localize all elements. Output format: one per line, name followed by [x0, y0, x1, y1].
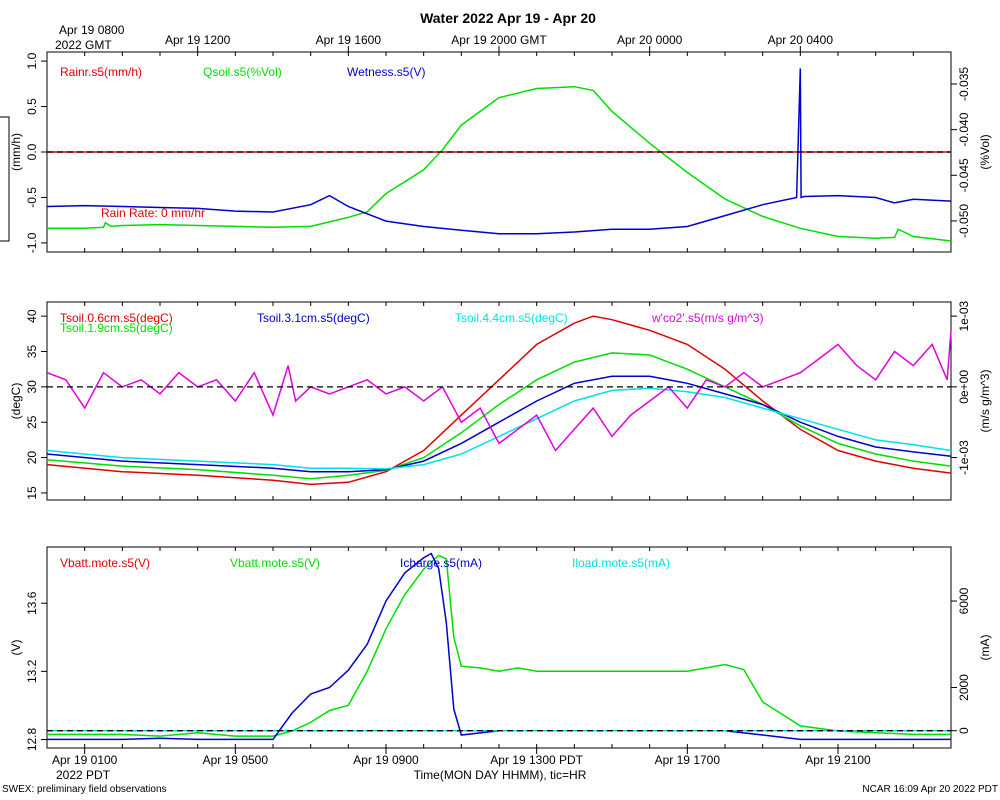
bottom-tick-label-1: Apr 19 0500	[203, 753, 269, 767]
bottom-tick-label-2: Apr 19 0900	[353, 753, 419, 767]
series-line-0-2	[46, 68, 952, 235]
left-axis-label: (V)	[9, 640, 23, 656]
legend-entry-0-2: Wetness.s5(V)	[347, 65, 425, 79]
legend-entry-2-1: Vbatt.mote.s5(V)	[230, 556, 320, 570]
bottom-tick-label-3: Apr 19 1300 PDT	[490, 753, 583, 767]
panel-battery: 13.6 13.2 12.8 6000 2000 0 (V) (mA) Vbatt.mote.s…	[9, 546, 992, 751]
right-tick-label-1: 2000	[957, 674, 971, 701]
left-tick-label-2: 30	[25, 380, 39, 394]
legend-entry-1-2: Tsoil.3.1cm.s5(degC)	[257, 311, 370, 325]
series-line-1-2	[46, 375, 952, 473]
series-line-2-2	[47, 552, 951, 741]
series-line-1-0	[46, 315, 952, 486]
chart-title: Water 2022 Apr 19 - Apr 20	[420, 10, 596, 26]
bottom-tick-label-5: Apr 19 2100	[805, 753, 871, 767]
right-tick-label-0: 6000	[957, 587, 971, 614]
left-tick-label-0: 1.0	[25, 52, 39, 69]
legend-entry-1-1: Tsoil.1.9cm.s5(degC)	[60, 321, 173, 335]
bottom-tick-label-4: Apr 19 1700	[655, 753, 721, 767]
top-tick-label-2: Apr 19 2000 GMT	[451, 33, 547, 47]
top-tick-label-3: Apr 20 0000	[617, 33, 683, 47]
right-tick-label-0: -0.035	[957, 67, 971, 101]
series-line-1-3	[46, 387, 952, 470]
left-tick-label-3: -0.5	[25, 187, 39, 208]
footer-left: SWEX: preliminary field observations	[2, 784, 167, 795]
x-axis-label: Time(MON DAY HHMM), tic=HR	[414, 768, 587, 782]
left-tick-label-5: 15	[25, 486, 39, 500]
legend-entry-0-0: Rainr.s5(mm/h)	[60, 65, 142, 79]
bottom-axis: Apr 19 0100 Apr 19 0500 Apr 19 0900 Apr 19 …	[52, 748, 871, 767]
top-axis-tz-line1: Apr 19 0800	[59, 23, 125, 37]
rain-rate-annotation: Rain Rate: 0 mm/hr	[101, 206, 205, 220]
right-tick-label-3: -0.050	[957, 204, 971, 238]
left-tick-label-2: 0.0	[25, 143, 39, 160]
series-line-1-1	[46, 352, 952, 480]
legend-entry-1-0: Tsoil.0.6cm.s5(degC)	[60, 311, 173, 325]
left-tick-label-0: 40	[25, 309, 39, 323]
legend-entry-2-0: Vbatt.mote.s5(V)	[60, 556, 150, 570]
right-tick-label-2: -1e-03	[957, 440, 971, 475]
top-axis: Apr 19 1200 Apr 19 1600 Apr 19 2000 GMT Apr…	[165, 33, 833, 52]
panel-water: 1.0 0.5 0.0 -0.5 -1.0 -0.035 -0.040 -0.045 -0.05…	[0, 51, 992, 253]
legend-entry-1-4: w'co2'.s5(m/s g/m^3)	[651, 311, 764, 325]
right-axis-label: (m/s g/m^3)	[978, 370, 992, 433]
legend-entry-0-1: Qsoil.s5(%Vol)	[203, 65, 282, 79]
offscreen-legend-box	[0, 116, 10, 242]
right-tick-label-2: 0	[957, 727, 971, 734]
footer-right: NCAR 16:09 Apr 20 2022 PDT	[862, 784, 998, 795]
left-tick-label-3: 25	[25, 415, 39, 429]
left-axis-label: (degC)	[9, 383, 23, 420]
panel-frame-1	[46, 301, 952, 501]
series-line-2-1	[47, 554, 951, 737]
right-tick-label-1: 0e+00	[957, 370, 971, 404]
panel-soil-temperature: 40 35 30 25 20 15 1e-03 0e+00 -1e-03 (degC) (m/s g…	[9, 300, 992, 501]
left-tick-label-1: 0.5	[25, 98, 39, 115]
right-tick-label-2: -0.045	[957, 158, 971, 192]
legend-entry-2-3: Iload.mote.s5(mA)	[572, 556, 670, 570]
left-tick-label-1: 35	[25, 345, 39, 359]
left-axis-label: (mm/h)	[9, 133, 23, 171]
left-tick-label-1: 13.2	[25, 659, 39, 683]
left-tick-label-0: 13.6	[25, 591, 39, 615]
left-tick-label-2: 12.8	[25, 727, 39, 751]
legend-entry-1-3: Tsoil.4.4cm.s5(degC)	[455, 311, 568, 325]
series-line-0-1	[47, 85, 952, 242]
series-line-1-4	[46, 330, 952, 452]
bottom-tick-label-0: Apr 19 0100	[52, 753, 118, 767]
top-axis-tz-line2: 2022 GMT	[55, 38, 112, 52]
right-axis-label: (%Vol)	[978, 134, 992, 169]
left-tick-label-4: -1.0	[25, 232, 39, 253]
left-tick-label-4: 20	[25, 451, 39, 465]
top-tick-label-4: Apr 20 0400	[768, 33, 834, 47]
right-tick-label-1: -0.040	[957, 112, 971, 146]
legend-entry-2-2: Icharge.s5(mA)	[400, 556, 482, 570]
top-tick-label-0: Apr 19 1200	[165, 33, 231, 47]
right-tick-label-0: 1e-03	[957, 300, 971, 331]
right-axis-label: (mA)	[978, 635, 992, 661]
panel-frame-2	[46, 546, 952, 749]
top-tick-label-1: Apr 19 1600	[316, 33, 382, 47]
bottom-axis-tz-label: 2022 PDT	[56, 768, 111, 782]
